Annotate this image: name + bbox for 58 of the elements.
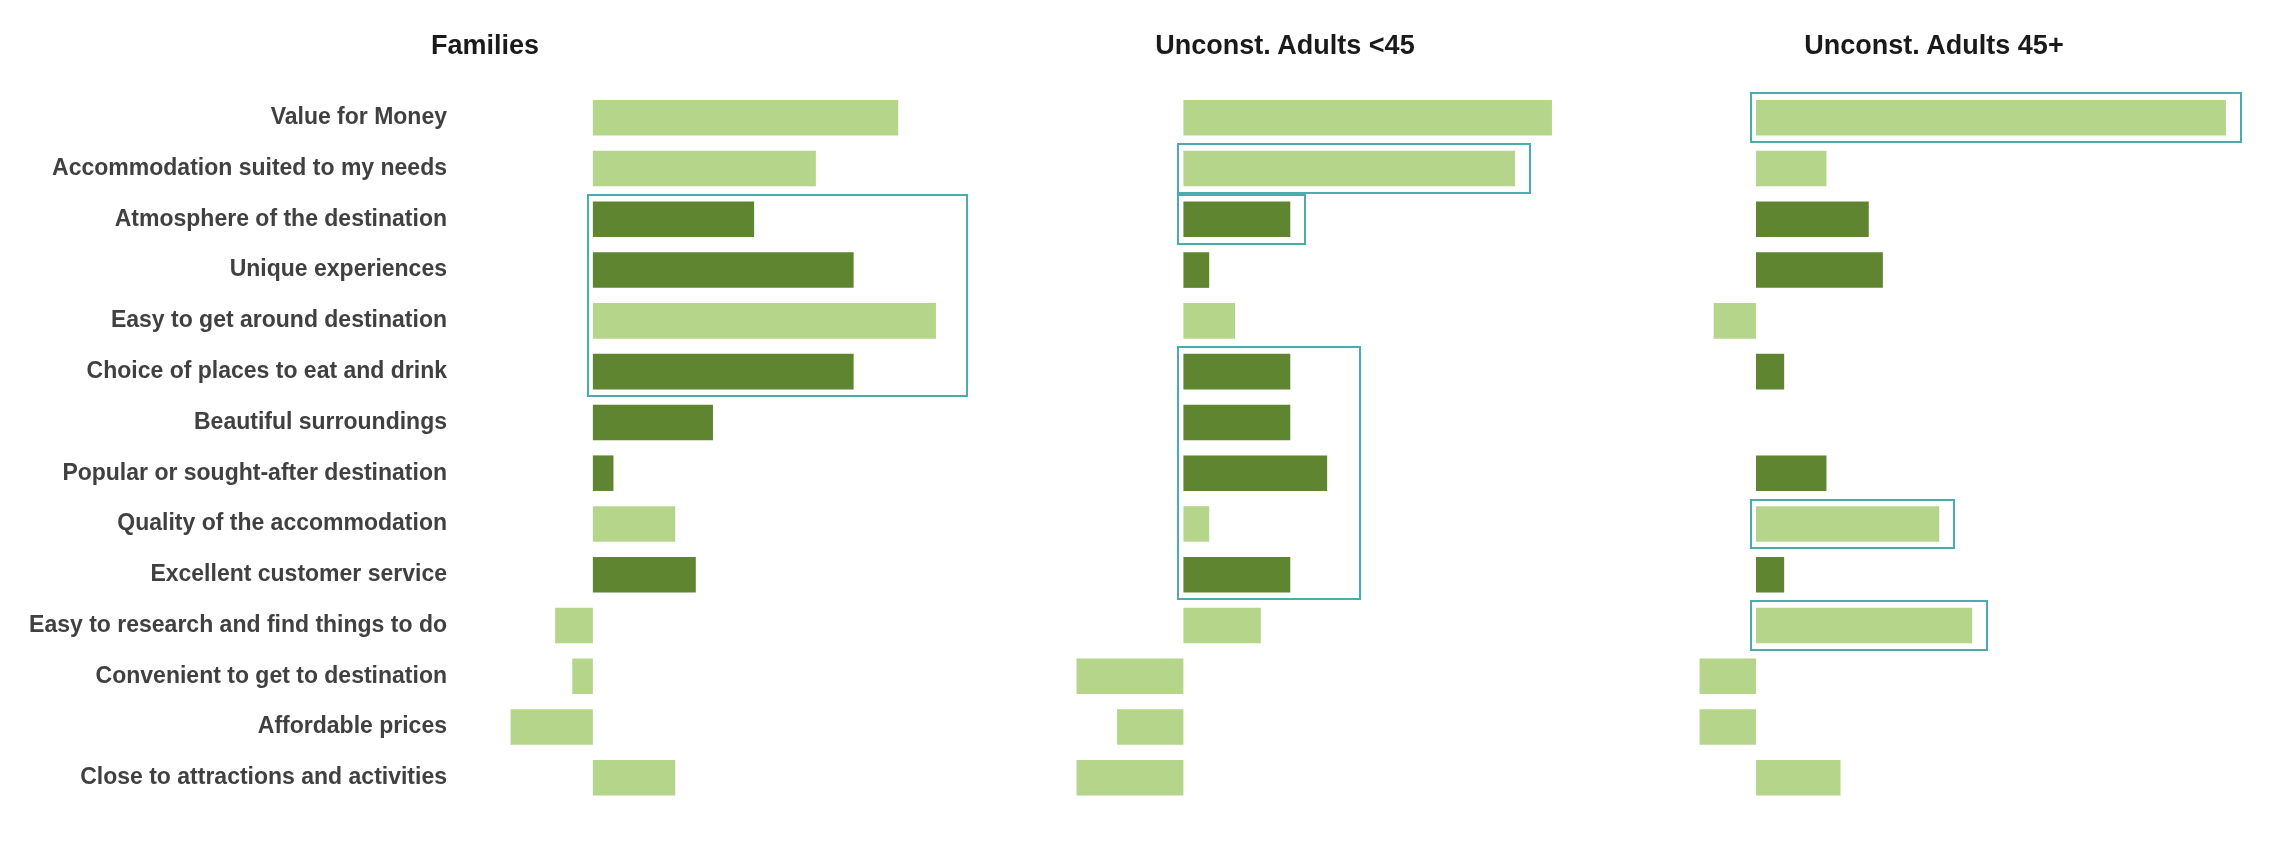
bar <box>1755 455 1827 491</box>
chart-title: Unconst. Adults 45+ <box>1804 29 2064 60</box>
bar <box>592 100 899 136</box>
bar <box>1755 506 1940 542</box>
bar <box>592 506 676 542</box>
bar <box>1183 506 1210 542</box>
y-tick-label: Unique experiences <box>229 255 447 282</box>
chart-title: Unconst. Adults <45 <box>1155 29 1415 60</box>
bar <box>1183 100 1552 136</box>
bar <box>592 252 854 288</box>
bar <box>1183 455 1328 491</box>
bar <box>1755 760 1841 796</box>
bar <box>555 607 593 644</box>
bar <box>1183 252 1210 288</box>
bar <box>592 150 816 187</box>
y-tick-label: Convenient to get to destination <box>95 661 447 688</box>
bar <box>1755 607 1973 644</box>
bar <box>1183 303 1236 339</box>
bar <box>592 303 936 339</box>
bar <box>1699 658 1756 695</box>
bar <box>592 556 696 593</box>
bar <box>1183 201 1291 238</box>
y-tick-label: Excellent customer service <box>150 560 447 587</box>
bar <box>1755 556 1785 593</box>
bar <box>592 353 854 390</box>
bar <box>1713 303 1756 339</box>
bar <box>592 201 755 238</box>
y-tick-label: Choice of places to eat and drink <box>86 356 448 383</box>
bar <box>1755 100 2226 136</box>
chart-title: Families <box>430 29 540 60</box>
bar <box>1755 150 1827 187</box>
y-tick-label: Easy to get around destination <box>110 306 447 333</box>
bar <box>1183 353 1291 390</box>
bar <box>1183 607 1261 644</box>
bar <box>1183 150 1516 187</box>
bar <box>1755 201 1869 238</box>
y-tick-label: Popular or sought-after destination <box>62 458 447 485</box>
bar <box>592 760 676 796</box>
y-tick-label: Affordable prices <box>257 712 447 739</box>
bar <box>1699 709 1756 745</box>
bar <box>1117 709 1184 745</box>
bar <box>1183 404 1291 441</box>
y-tick-label: Beautiful surroundings <box>194 407 447 434</box>
bar <box>1755 353 1785 390</box>
bar <box>1076 658 1184 695</box>
y-tick-label: Accommodation suited to my needs <box>52 153 447 180</box>
y-tick-label: Close to attractions and activities <box>80 763 447 790</box>
bar <box>1183 556 1291 593</box>
y-tick-label: Value for Money <box>270 103 448 130</box>
y-tick-label: Easy to research and find things to do <box>29 610 447 637</box>
bar <box>592 455 614 491</box>
bar <box>1076 760 1184 796</box>
bar <box>1755 252 1883 288</box>
y-tick-label: Quality of the accommodation <box>117 509 447 536</box>
y-tick-label: Atmosphere of the destination <box>114 204 447 231</box>
bar <box>592 404 713 441</box>
bar <box>572 658 593 695</box>
bar <box>510 709 593 745</box>
